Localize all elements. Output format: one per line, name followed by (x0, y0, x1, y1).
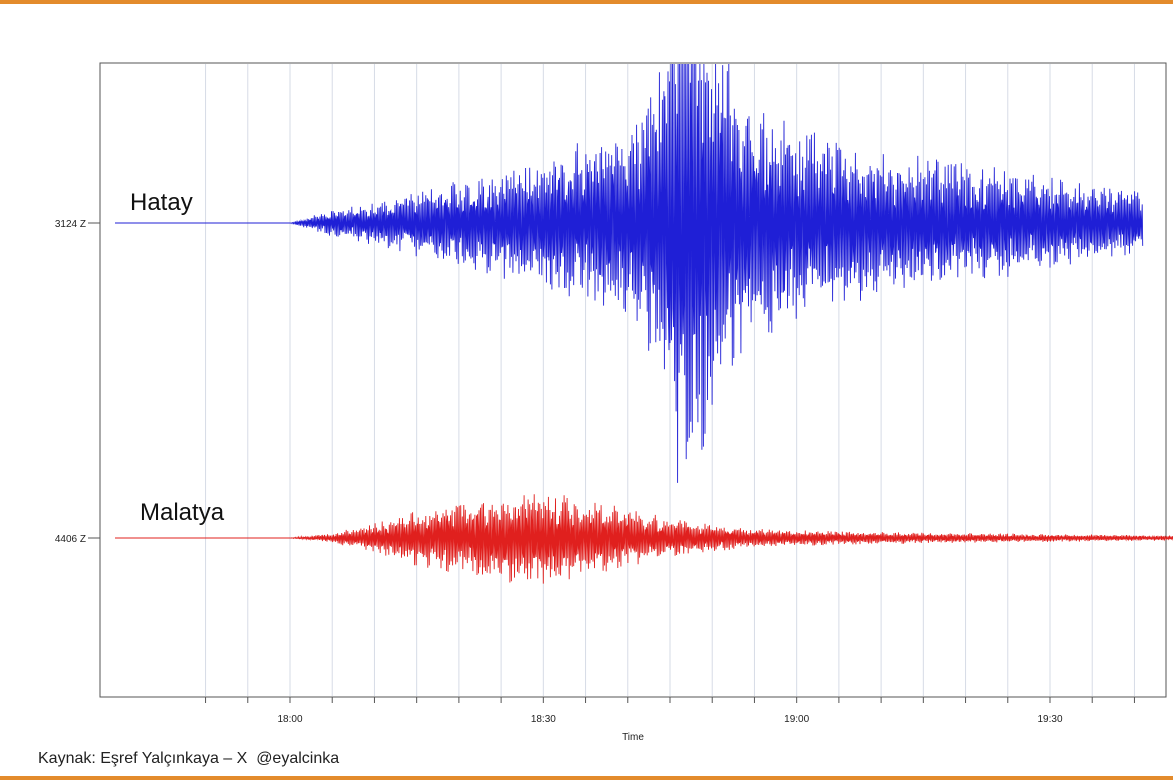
station-labels: 3124 Z Hatay 4406 Z Malatya (55, 189, 225, 545)
station-name-malatya: Malatya (140, 499, 225, 526)
source-credit: Kaynak: Eşref Yalçınkaya – X @eyalcinka (38, 750, 340, 767)
x-tick-label: 19:00 (784, 714, 809, 725)
channel-label: 3124 Z (55, 219, 86, 230)
x-tick-label: 18:30 (531, 714, 556, 725)
x-tick-label: 18:00 (277, 714, 302, 725)
x-tick-label: 19:30 (1037, 714, 1062, 725)
station-name-hatay: Hatay (130, 189, 193, 216)
x-axis-title: Time (622, 732, 644, 743)
bottom-accent-rule (0, 776, 1173, 780)
traces (115, 63, 1173, 584)
trace-hatay (289, 63, 1144, 483)
top-accent-rule (0, 0, 1173, 4)
time-axis: 18:00 18:30 19:00 19:30 (100, 696, 1166, 725)
trace-malatya (289, 494, 1173, 584)
channel-label: 4406 Z (55, 534, 86, 545)
